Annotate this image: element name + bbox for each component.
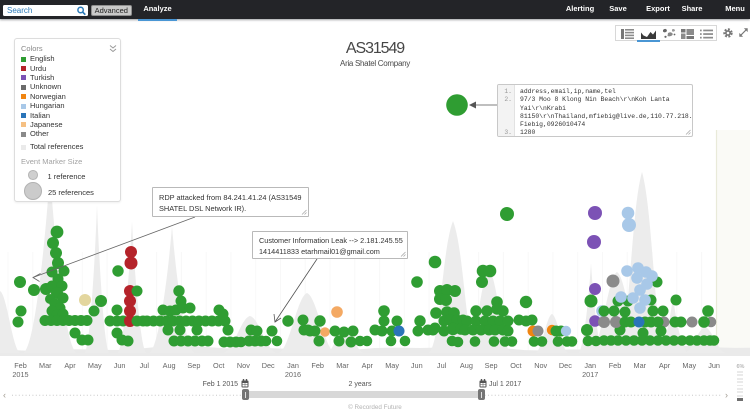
svg-text:Apr: Apr [64,361,76,370]
svg-text:Apr: Apr [659,361,671,370]
svg-text:Feb: Feb [609,361,622,370]
svg-text:Oct: Oct [510,361,521,370]
svg-text:Nov: Nov [237,361,250,370]
svg-text:Sep: Sep [187,361,200,370]
svg-text:Jun: Jun [114,361,126,370]
svg-text:Aug: Aug [163,361,176,370]
svg-text:Feb: Feb [311,361,324,370]
svg-text:2016: 2016 [285,370,301,379]
svg-text:2015: 2015 [12,370,28,379]
svg-text:Aug: Aug [460,361,473,370]
svg-text:Jan: Jan [287,361,299,370]
svg-text:Jul: Jul [140,361,150,370]
svg-text:Jun: Jun [708,361,720,370]
svg-text:Mar: Mar [634,361,647,370]
svg-text:Feb: Feb [14,361,27,370]
svg-text:Dec: Dec [262,361,275,370]
svg-text:Oct: Oct [213,361,224,370]
svg-text:May: May [88,361,102,370]
svg-text:Nov: Nov [534,361,547,370]
svg-text:Mar: Mar [336,361,349,370]
svg-text:Mar: Mar [39,361,52,370]
svg-text:Apr: Apr [362,361,374,370]
svg-text:Jan: Jan [584,361,596,370]
svg-text:2017: 2017 [582,370,598,379]
svg-text:May: May [385,361,399,370]
svg-text:May: May [682,361,696,370]
svg-text:Jun: Jun [411,361,423,370]
svg-text:Sep: Sep [485,361,498,370]
svg-text:Jul: Jul [437,361,447,370]
svg-text:Dec: Dec [559,361,572,370]
